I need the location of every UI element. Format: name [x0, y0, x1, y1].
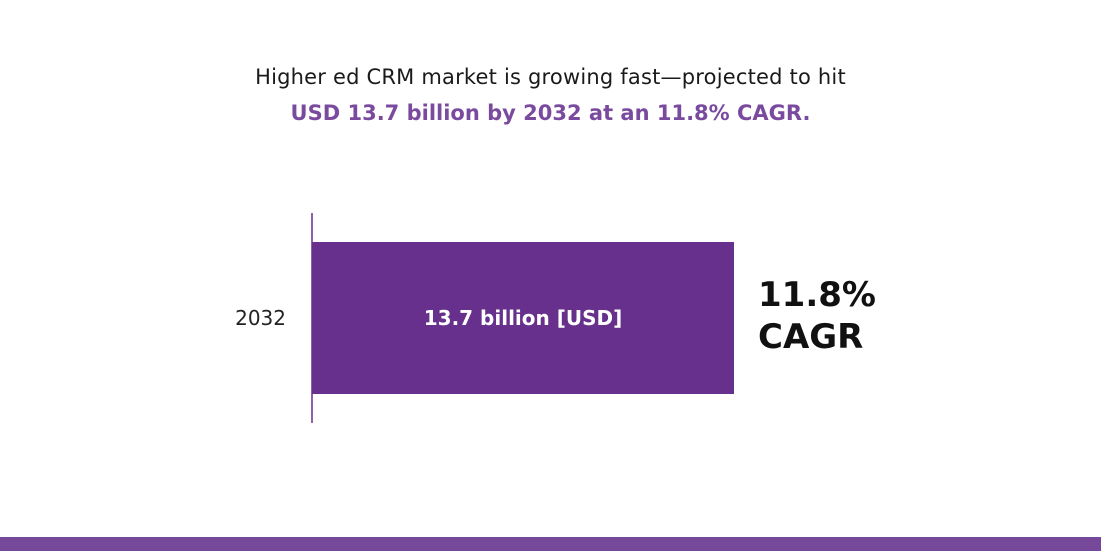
bar-data-label-2032: 13.7 billion [USD]: [424, 306, 623, 330]
bottom-accent-band: [0, 537, 1101, 551]
category-label-2032: 2032: [235, 306, 286, 330]
headline: Higher ed CRM market is growing fast—pro…: [0, 62, 1101, 128]
annotation-line-2: CAGR: [758, 317, 863, 357]
bar-2032: [312, 242, 734, 394]
annotation-line-1: 11.8%: [758, 275, 876, 315]
headline-line-1: Higher ed CRM market is growing fast—pro…: [255, 65, 846, 89]
headline-line-2: USD 13.7 billion by 2032 at an 11.8% CAG…: [290, 101, 811, 125]
